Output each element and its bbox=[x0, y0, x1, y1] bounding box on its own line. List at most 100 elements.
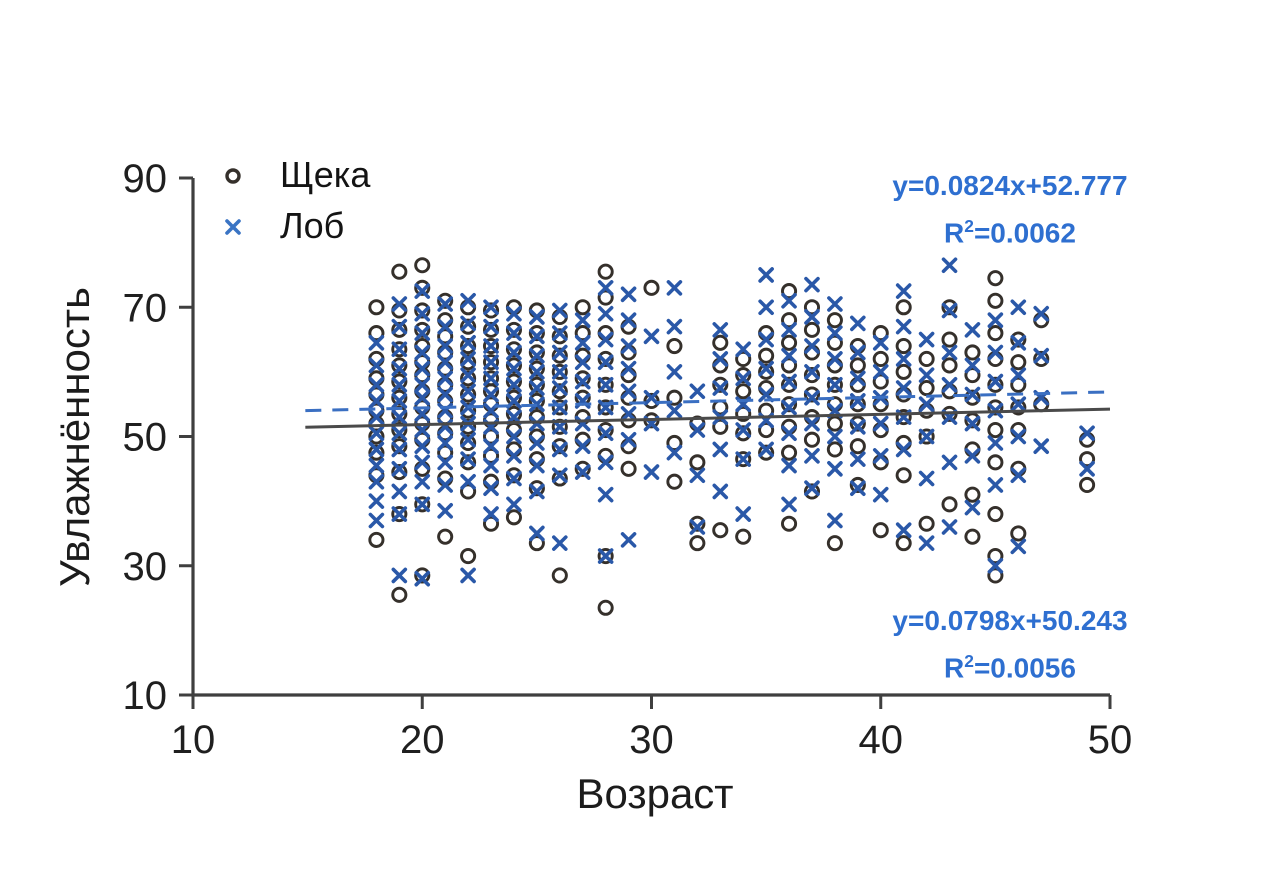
forehead-data-point bbox=[1010, 538, 1027, 555]
cheek-trend-line bbox=[305, 407, 1111, 429]
forehead-data-point bbox=[1033, 305, 1050, 322]
forehead-data-point bbox=[987, 373, 1004, 390]
forehead-data-point bbox=[850, 419, 866, 435]
forehead-data-point bbox=[1010, 467, 1027, 484]
cheek-data-point bbox=[482, 302, 500, 319]
cheek-data-point bbox=[597, 350, 614, 368]
forehead-data-point bbox=[483, 386, 499, 403]
cheek-data-point bbox=[735, 350, 752, 368]
forehead-data-point bbox=[941, 344, 958, 361]
cheek-data-point bbox=[712, 334, 729, 351]
forehead-data-point bbox=[460, 431, 476, 448]
forehead-data-point bbox=[666, 402, 683, 419]
cheek-data-point bbox=[391, 505, 408, 523]
cheek-data-point bbox=[551, 383, 568, 400]
forehead-data-point bbox=[804, 415, 820, 432]
cheek-data-point bbox=[597, 399, 614, 416]
forehead-data-point bbox=[414, 283, 431, 299]
cheek-data-point bbox=[551, 347, 568, 364]
forehead-data-point bbox=[895, 351, 912, 367]
forehead-data-point bbox=[414, 344, 431, 361]
forehead-data-point bbox=[437, 370, 453, 387]
forehead-data-point bbox=[1010, 428, 1027, 445]
cheek-data-point bbox=[964, 344, 981, 361]
forehead-data-point bbox=[391, 506, 408, 522]
cheek-data-point bbox=[666, 434, 683, 452]
y-tick-label: 70 bbox=[123, 286, 168, 330]
cheek-data-point bbox=[437, 328, 454, 345]
cheek-data-point bbox=[414, 279, 431, 296]
forehead-data-point bbox=[987, 344, 1004, 361]
y-tick-label: 50 bbox=[123, 416, 168, 460]
cheek-data-point bbox=[826, 334, 843, 351]
forehead-data-point bbox=[368, 473, 385, 490]
forehead-data-point bbox=[804, 276, 820, 293]
forehead-data-point bbox=[918, 428, 935, 445]
forehead-data-point bbox=[391, 409, 408, 425]
forehead-data-point bbox=[414, 305, 431, 322]
cheek-data-point bbox=[528, 480, 545, 497]
cheek-data-point bbox=[712, 418, 729, 435]
forehead-data-point bbox=[804, 448, 820, 464]
forehead-data-point bbox=[643, 389, 660, 406]
forehead-data-point bbox=[620, 383, 637, 400]
cheek-data-point bbox=[482, 321, 500, 338]
cheek-data-point bbox=[391, 463, 408, 481]
cheek-data-point bbox=[551, 567, 568, 584]
cheek-data-point bbox=[414, 302, 431, 319]
forehead-data-point bbox=[597, 548, 614, 564]
cheek-data-point bbox=[391, 389, 408, 406]
forehead-data-point bbox=[368, 377, 385, 393]
forehead-data-point bbox=[391, 360, 408, 377]
forehead-data-point bbox=[437, 296, 453, 312]
forehead-data-point bbox=[964, 322, 981, 338]
cheek-data-point bbox=[964, 412, 981, 429]
forehead-data-point bbox=[506, 325, 522, 341]
cheek-data-point bbox=[941, 357, 958, 374]
forehead-data-point bbox=[918, 470, 935, 487]
forehead-data-point bbox=[620, 431, 637, 448]
forehead-data-point bbox=[597, 354, 614, 370]
forehead-data-point bbox=[781, 373, 797, 390]
forehead-data-point bbox=[620, 360, 637, 377]
forehead-data-point bbox=[552, 302, 568, 319]
forehead-data-point bbox=[574, 373, 591, 390]
forehead-data-point bbox=[574, 354, 591, 370]
forehead-data-point bbox=[368, 457, 385, 474]
forehead-data-point bbox=[758, 331, 774, 348]
cheek-data-point bbox=[528, 344, 545, 361]
cheek-data-point bbox=[666, 389, 683, 406]
cheek-data-point bbox=[551, 470, 568, 487]
cheek-data-point bbox=[987, 325, 1004, 342]
forehead-data-point bbox=[529, 364, 545, 380]
cheek-data-point bbox=[895, 409, 912, 426]
forehead-data-point bbox=[850, 315, 866, 332]
cheek-data-point bbox=[574, 370, 591, 387]
cheek-data-point bbox=[1010, 399, 1027, 416]
cheek-data-point bbox=[597, 421, 614, 439]
cheek-data-point bbox=[712, 522, 729, 539]
cheek-data-point bbox=[781, 312, 798, 329]
forehead-data-point bbox=[827, 428, 843, 445]
cheek-data-point bbox=[781, 376, 798, 393]
cheek-data-point bbox=[803, 299, 821, 316]
forehead-data-point bbox=[712, 380, 729, 396]
forehead-data-point bbox=[781, 322, 797, 338]
cheek-data-point bbox=[391, 321, 408, 338]
cheek-data-point bbox=[460, 454, 477, 471]
forehead-data-point bbox=[529, 435, 545, 451]
forehead-data-point bbox=[460, 367, 476, 383]
cheek-data-point bbox=[505, 405, 523, 422]
forehead-data-point bbox=[368, 357, 385, 374]
forehead-data-point bbox=[437, 454, 453, 471]
cheek-data-point bbox=[758, 347, 775, 364]
forehead-data-point bbox=[620, 406, 637, 422]
cheek-data-point bbox=[414, 496, 431, 513]
forehead-data-point bbox=[368, 393, 385, 409]
forehead-data-point bbox=[460, 473, 476, 490]
cheek-data-point bbox=[758, 444, 775, 461]
cheek-data-point bbox=[414, 321, 431, 338]
cheek-data-point bbox=[528, 535, 545, 552]
forehead-data-point bbox=[850, 344, 866, 361]
